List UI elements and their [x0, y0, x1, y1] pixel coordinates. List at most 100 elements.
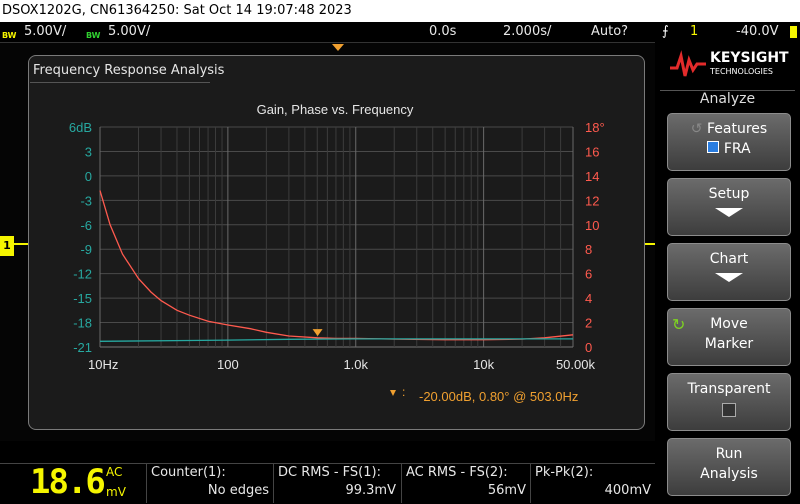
gain-tick-label: -15: [73, 291, 92, 306]
gain-tick-label: -12: [73, 267, 92, 282]
marker-readout-icon: [390, 390, 396, 396]
rotate-knob-icon: ↻: [672, 315, 686, 334]
fra-checkbox[interactable]: [707, 141, 720, 153]
move-marker-line1: Move: [710, 316, 748, 332]
marker-readout-colon: :: [402, 385, 405, 399]
move-marker-line2: Marker: [704, 336, 754, 352]
fra-title-divider: [30, 82, 210, 83]
ch1-trace-right: [645, 243, 655, 245]
trigger-edge-icon: ⨍: [662, 24, 669, 39]
rotate-knob-icon: ↺: [690, 121, 703, 137]
phase-tick-label: 18°: [585, 120, 605, 135]
gain-axis: 6dB 3 0 -3 -6 -9 -12 -15 -18 -21: [69, 120, 92, 355]
run-analysis-line2: Analysis: [700, 466, 758, 482]
chart-grid: [99, 126, 574, 348]
gain-trace: [99, 338, 573, 342]
timebase[interactable]: 2.000s/: [503, 24, 552, 39]
phase-tick-label: 12: [585, 193, 599, 208]
features-value: FRA: [723, 141, 751, 157]
brand-subtitle: TECHNOLOGIES: [710, 67, 773, 76]
ac-rms-measurement[interactable]: AC RMS - FS(2): 56mV: [401, 463, 530, 503]
ch2-bw-indicator: BW: [86, 31, 101, 40]
chart-marker[interactable]: [312, 329, 323, 337]
dc-rms-label: DC RMS - FS(1):: [278, 465, 381, 480]
submenu-arrow-icon: [715, 273, 743, 282]
frequency-tick-label: 10k: [473, 357, 494, 372]
dvm-value: 18.6: [30, 462, 106, 502]
gain-tick-label: 6dB: [69, 120, 92, 135]
ch1-ground-marker[interactable]: 1: [0, 236, 14, 256]
marker-readout: -20.00dB, 0.80° @ 503.0Hz: [419, 389, 578, 404]
status-bar: BW 5.00V/ BW 5.00V/ 0.0s 2.000s/ Auto? ⨍…: [0, 22, 800, 42]
gain-tick-label: -6: [80, 218, 92, 233]
run-analysis-softkey[interactable]: Run Analysis: [667, 438, 791, 496]
frequency-tick-label: 50.00k: [556, 357, 596, 372]
menu-divider: [660, 90, 795, 91]
phase-axis: 18° 16 14 12 10 8 6 4 2 0: [585, 120, 605, 355]
phase-tick-label: 4: [585, 291, 592, 306]
phase-trace: [99, 190, 574, 341]
frequency-tick-label: 1.0k: [343, 357, 368, 372]
frequency-marker: [312, 329, 323, 337]
trigger-position-marker[interactable]: [332, 44, 344, 51]
setup-label: Setup: [708, 186, 750, 202]
ch1-trace-left: [14, 243, 28, 245]
submenu-arrow-icon: [715, 208, 743, 217]
frequency-tick-label: 100: [217, 357, 239, 372]
measurement-bar: [0, 463, 655, 504]
trigger-level-bar: [790, 26, 797, 38]
gain-tick-label: -21: [73, 340, 92, 355]
gain-tick-label: -3: [80, 193, 92, 208]
fra-chart[interactable]: Gain, Phase vs. Frequency 6dB 3 0 -3 -6 -9 -12…: [28, 55, 645, 430]
chart-series: [99, 190, 574, 342]
transparent-checkbox[interactable]: [722, 403, 736, 417]
phase-tick-label: 14: [585, 169, 599, 184]
pk-pk-label: Pk-Pk(2):: [535, 465, 594, 480]
window-title: DSOX1202G, CN61364250: Sat Oct 14 19:07:…: [0, 0, 800, 22]
features-label: Features: [706, 121, 768, 137]
pk-pk-value: 400mV: [604, 483, 651, 498]
phase-tick-label: 0: [585, 340, 592, 355]
keysight-logo-icon: [668, 48, 708, 80]
move-marker-softkey[interactable]: ↻ Move Marker: [667, 308, 791, 366]
chart-label: Chart: [709, 251, 749, 267]
phase-tick-label: 16: [585, 144, 599, 159]
chart-softkey[interactable]: Chart: [667, 243, 791, 301]
trigger-channel: 1: [690, 24, 699, 39]
dvm-mode: AC: [106, 465, 123, 479]
transparent-label: Transparent: [687, 381, 771, 397]
chart-title: Gain, Phase vs. Frequency: [257, 102, 414, 117]
counter-label: Counter(1):: [151, 465, 226, 480]
setup-softkey[interactable]: Setup: [667, 178, 791, 236]
fra-window[interactable]: [28, 55, 645, 430]
gain-tick-label: 3: [85, 144, 92, 159]
gain-tick-label: -18: [73, 316, 92, 331]
features-softkey[interactable]: ↺ Features FRA: [667, 113, 791, 171]
trigger-mode[interactable]: Auto?: [591, 24, 629, 39]
pk-pk-measurement[interactable]: Pk-Pk(2): 400mV: [530, 463, 655, 503]
trigger-level[interactable]: -40.0V: [736, 24, 779, 39]
phase-tick-label: 10: [585, 218, 599, 233]
phase-tick-label: 8: [585, 242, 592, 257]
counter-value: No edges: [207, 483, 269, 498]
counter-measurement[interactable]: Counter(1): No edges: [146, 463, 273, 503]
dvm-unit: mV: [106, 485, 126, 499]
ch1-bw-indicator: BW: [2, 31, 17, 40]
ac-rms-label: AC RMS - FS(2):: [406, 465, 508, 480]
frequency-axis: 10Hz 100 1.0k 10k 50.00k: [88, 357, 595, 372]
ch2-scale[interactable]: 5.00V/: [108, 24, 151, 39]
fra-window-title: Frequency Response Analysis: [33, 63, 225, 78]
phase-tick-label: 2: [585, 316, 592, 331]
time-offset[interactable]: 0.0s: [429, 24, 457, 39]
ac-rms-value: 56mV: [487, 483, 526, 498]
gain-tick-label: -9: [80, 242, 92, 257]
ch1-scale[interactable]: 5.00V/: [24, 24, 67, 39]
phase-tick-label: 6: [585, 267, 592, 282]
transparent-softkey[interactable]: Transparent: [667, 373, 791, 431]
dc-rms-value: 99.3mV: [345, 483, 396, 498]
menu-title: Analyze: [699, 91, 756, 107]
brand-name: KEYSIGHT: [710, 50, 789, 66]
run-analysis-line1: Run: [715, 446, 743, 462]
frequency-tick-label: 10Hz: [88, 357, 118, 372]
dc-rms-measurement[interactable]: DC RMS - FS(1): 99.3mV: [273, 463, 400, 503]
